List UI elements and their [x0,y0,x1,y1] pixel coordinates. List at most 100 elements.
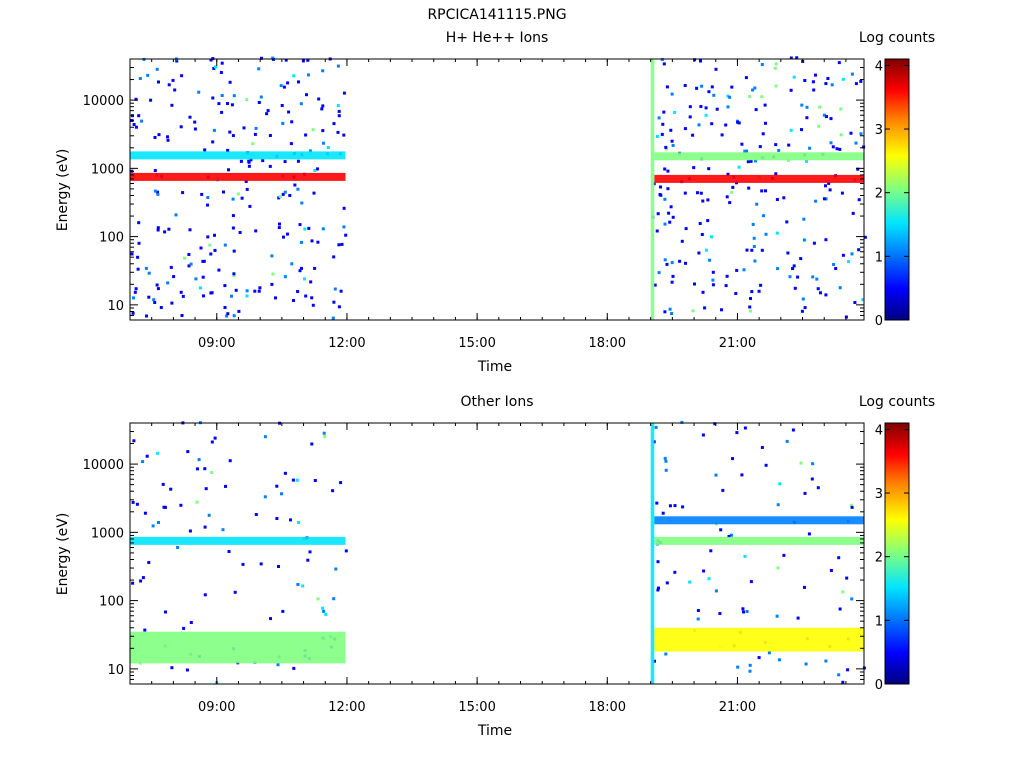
noise-cell [134,125,138,129]
noise-cell [316,240,320,244]
noise-cell [283,275,287,279]
noise-cell [157,80,160,84]
noise-cell [786,158,790,162]
noise-cell [171,78,175,82]
noise-cell [725,274,729,278]
noise-cell [187,264,191,268]
y-tick-label: 10 [107,299,124,314]
noise-cell [240,196,244,200]
noise-cell [155,67,159,71]
noise-cell [271,272,275,276]
noise-cell [188,115,192,119]
noise-cell [812,241,816,245]
noise-cell [337,243,341,247]
noise-cell [714,589,718,593]
colorbar-tick-label: 0 [875,314,883,329]
colorbar-tick-label: 4 [875,59,883,74]
noise-cell [659,185,662,189]
noise-cell [207,513,211,517]
noise-cell [244,180,248,183]
noise-cell [701,433,705,437]
noise-cell [222,190,225,194]
noise-cell [146,73,150,77]
y-tick-label: 1000 [91,526,124,541]
noise-cell [854,141,858,145]
noise-cell [853,301,857,304]
noise-cell [169,265,173,269]
noise-cell [773,66,777,70]
noise-cell [764,232,768,236]
noise-cell [697,251,701,255]
noise-cell [198,286,202,290]
noise-cell [841,77,845,81]
noise-cell [785,220,789,224]
x-tick-label: 15:00 [458,700,495,715]
noise-cell [180,314,184,317]
noise-cell [849,131,853,135]
noise-cell [156,287,160,291]
noise-cell [661,511,665,515]
y-tick-label: 10000 [83,94,124,109]
noise-cell [292,299,295,302]
noise-cell [331,316,335,320]
noise-cell [169,487,173,491]
colorbar [884,58,910,321]
noise-cell [131,581,135,585]
noise-cell [663,456,667,460]
noise-cell [340,242,344,246]
noise-cell [286,81,290,85]
noise-cell [288,194,292,197]
noise-cell [217,268,221,272]
panel-title: H+ He++ Ions [446,30,549,46]
noise-cell [796,616,800,620]
noise-cell [156,192,160,196]
noise-cell [253,132,257,136]
noise-cell [710,235,713,239]
y-axis-label: Energy (eV) [55,149,71,232]
noise-cell [251,142,255,146]
noise-cell [751,88,755,92]
noise-cell [665,262,669,266]
noise-cell [212,128,216,132]
noise-cell [307,73,310,77]
noise-cell [157,521,160,524]
noise-cell [295,478,299,482]
noise-cell [859,132,863,136]
noise-cell [721,488,725,492]
noise-cell [162,505,166,509]
colorbar-tick-label: 0 [875,678,883,693]
noise-cell [227,550,231,553]
noise-cell [258,286,262,290]
noise-cell [193,120,197,124]
noise-cell [200,192,204,196]
noise-cell [707,90,711,94]
noise-cell [850,252,854,256]
noise-cell [254,126,258,130]
noise-cell [693,58,697,62]
noise-cell [761,132,765,136]
noise-cell [696,609,700,612]
noise-cell [280,492,283,496]
y-tick-label: 10000 [83,458,124,473]
noise-cell [313,169,317,172]
noise-cell [743,554,747,558]
feature-band [130,172,346,181]
noise-cell [159,306,163,309]
noise-cell [750,248,754,252]
noise-cell [706,198,710,202]
noise-cell [316,167,319,171]
noise-cell [731,457,734,461]
noise-cell [751,222,755,226]
colorbar-tick-label: 1 [875,250,883,265]
noise-cell [296,187,300,191]
noise-cell [657,586,660,590]
panel-title: Other Ions [460,394,533,410]
noise-cell [245,294,249,298]
noise-cell [678,259,682,263]
noise-cell [321,227,325,231]
noise-cell [156,190,159,194]
noise-cell [731,185,735,189]
noise-cell [670,139,674,143]
noise-cell [815,277,819,281]
noise-cell [788,275,792,279]
